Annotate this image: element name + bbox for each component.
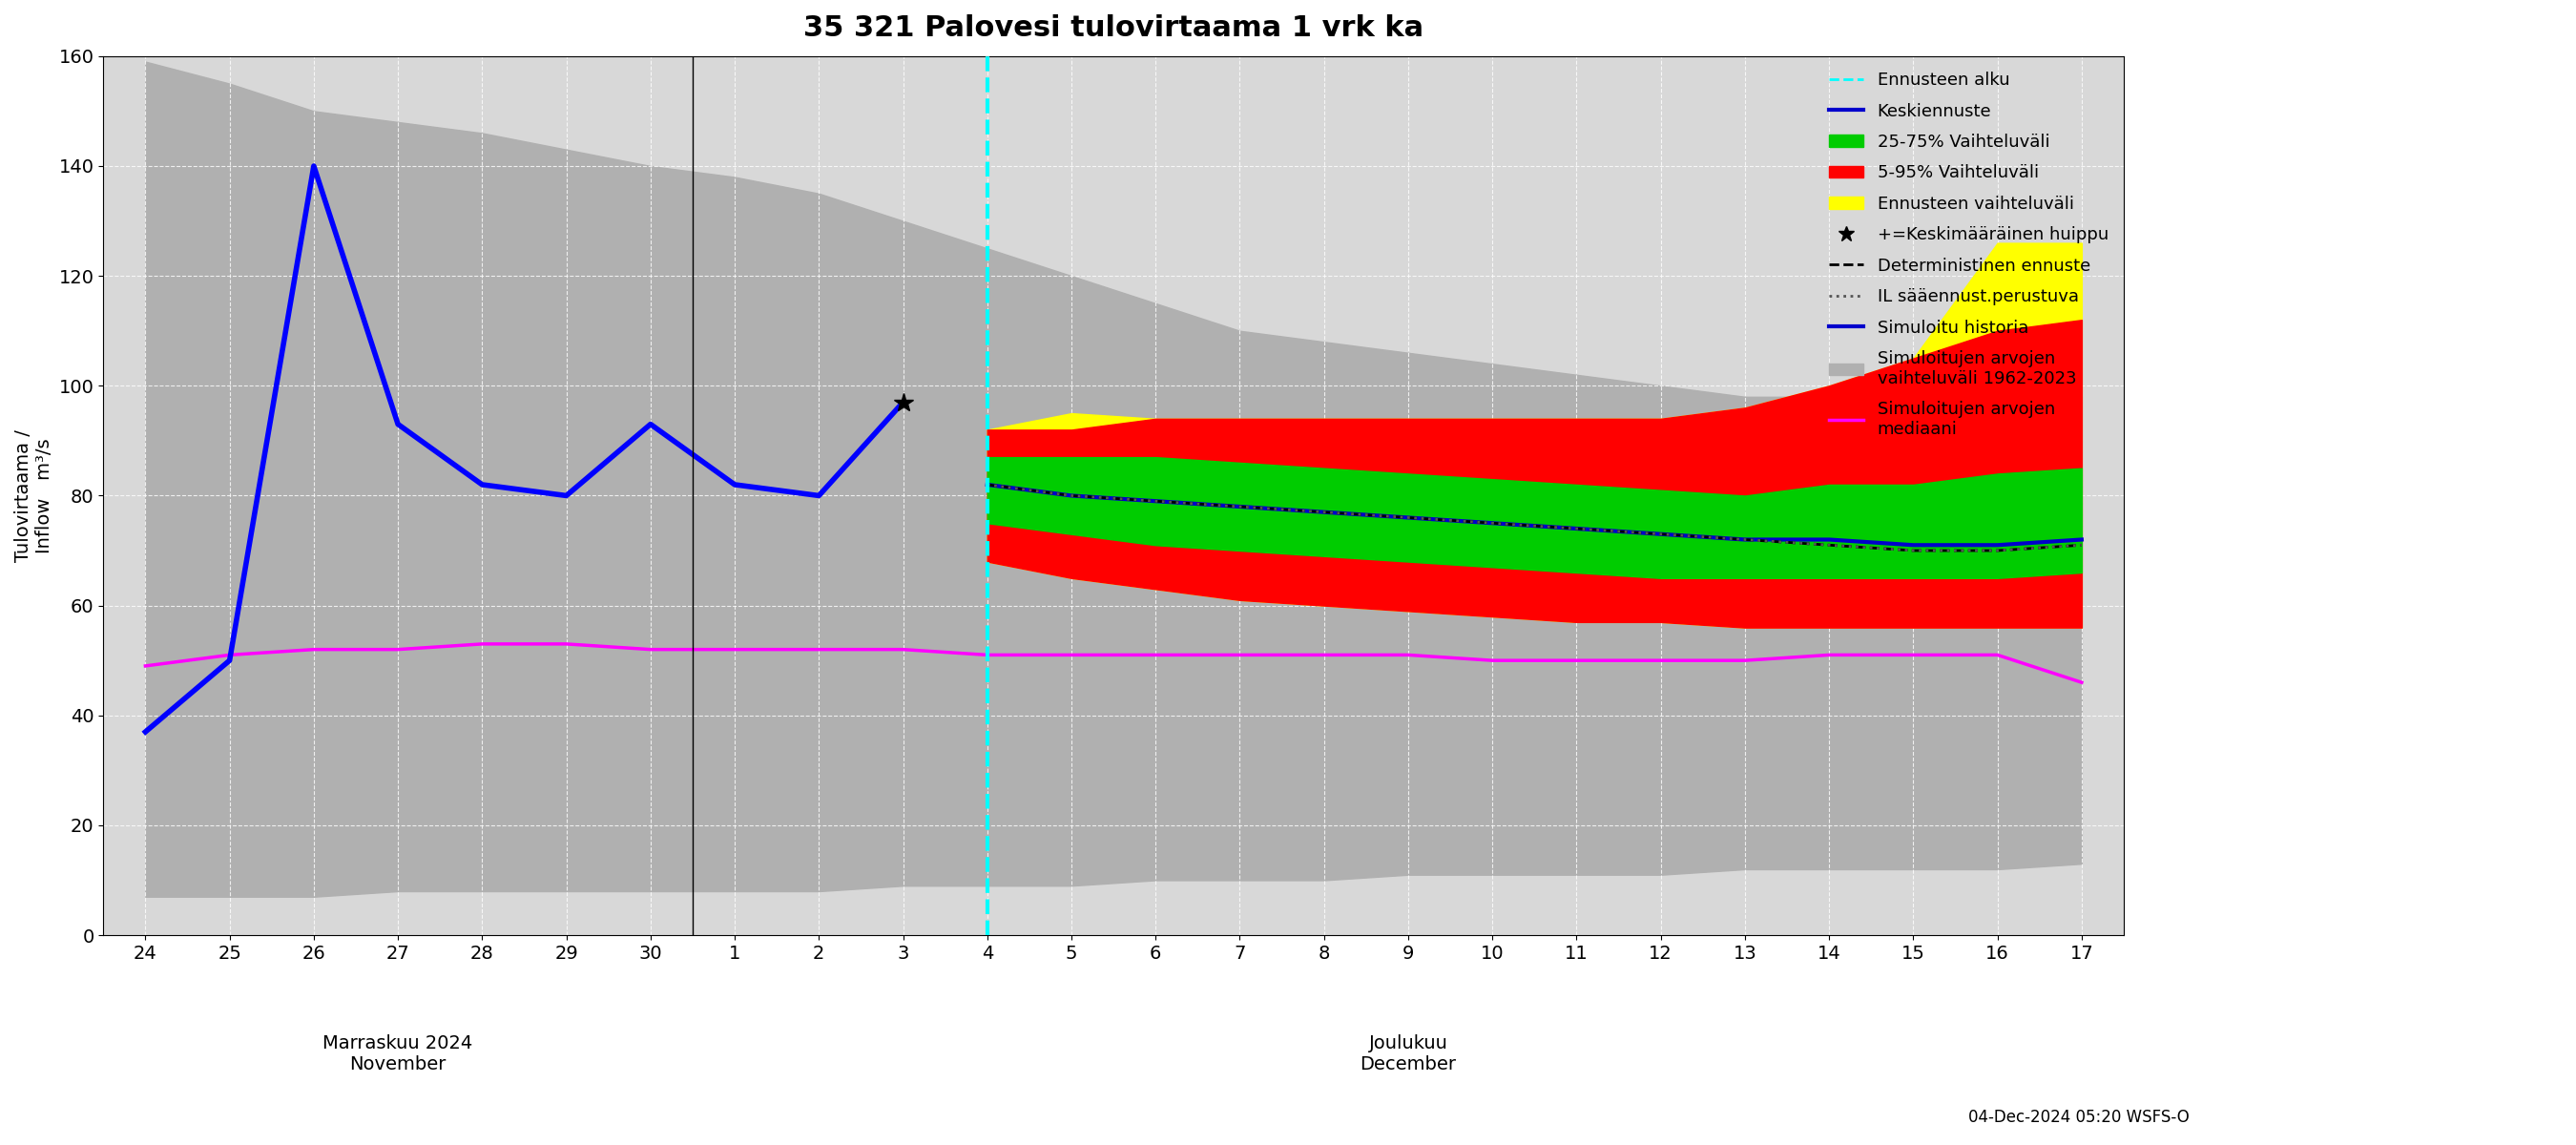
Text: Marraskuu 2024
November: Marraskuu 2024 November bbox=[322, 1034, 474, 1073]
Legend: Ennusteen alku, Keskiennuste, 25-75% Vaihteluväli, 5-95% Vaihteluväli, Ennusteen: Ennusteen alku, Keskiennuste, 25-75% Vai… bbox=[1821, 65, 2115, 445]
Title: 35 321 Palovesi tulovirtaama 1 vrk ka: 35 321 Palovesi tulovirtaama 1 vrk ka bbox=[804, 14, 1425, 42]
Text: Joulukuu
December: Joulukuu December bbox=[1360, 1034, 1455, 1073]
Text: 04-Dec-2024 05:20 WSFS-O: 04-Dec-2024 05:20 WSFS-O bbox=[1968, 1108, 2190, 1126]
Y-axis label: Tulovirtaama /
Inflow   m³/s: Tulovirtaama / Inflow m³/s bbox=[15, 429, 54, 562]
